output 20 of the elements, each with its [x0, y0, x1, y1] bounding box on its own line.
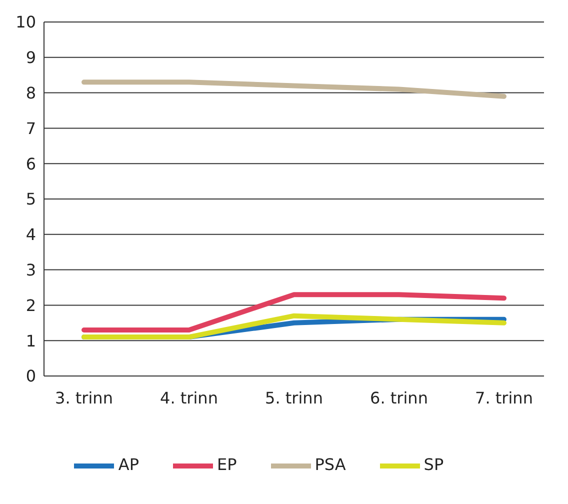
- legend-label: AP: [118, 455, 139, 474]
- legend-label: EP: [216, 455, 237, 474]
- x-tick-label: 6. trinn: [370, 388, 428, 408]
- y-tick-label: 4: [26, 225, 36, 244]
- y-tick-label: 9: [26, 48, 36, 68]
- y-tick-label: 5: [26, 190, 36, 209]
- legend-label: PSA: [314, 455, 346, 474]
- y-tick-label: 2: [26, 296, 36, 315]
- y-tick-label: 7: [26, 118, 36, 138]
- y-tick-label: 10: [16, 12, 36, 32]
- x-tick-label: 3. trinn: [55, 388, 113, 408]
- legend-label: SP: [424, 455, 444, 474]
- y-tick-label: 8: [26, 83, 36, 102]
- y-tick-label: 0: [26, 366, 36, 386]
- x-tick-label: 7. trinn: [475, 388, 533, 408]
- x-tick-label: 5. trinn: [265, 388, 323, 408]
- x-tick-label: 4. trinn: [160, 388, 218, 408]
- y-tick-label: 3: [26, 260, 36, 280]
- y-tick-label: 1: [26, 331, 36, 350]
- y-tick-label: 6: [26, 154, 36, 174]
